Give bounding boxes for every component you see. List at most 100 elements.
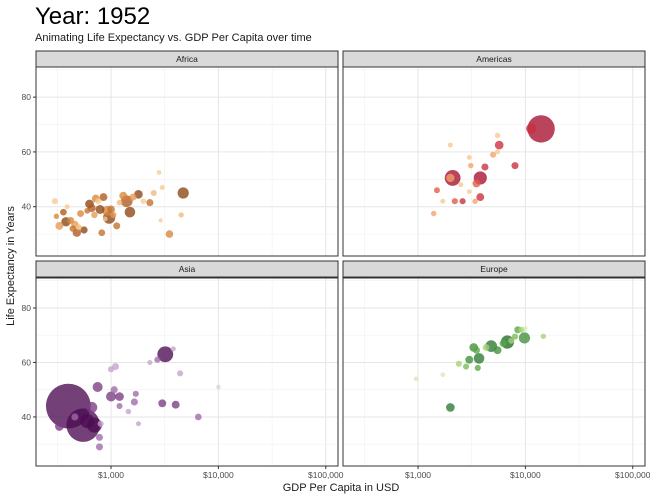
data-point (106, 391, 117, 402)
data-point (511, 333, 519, 340)
data-point (473, 353, 485, 364)
data-point (518, 332, 531, 344)
data-point (472, 346, 480, 354)
data-point (527, 115, 555, 143)
data-point (107, 366, 115, 373)
data-point (156, 170, 162, 175)
data-point (110, 386, 118, 394)
data-point (468, 162, 474, 169)
y-axis-title: Life Expectancy in Years (5, 206, 17, 326)
data-point (99, 193, 108, 202)
panel-background (343, 278, 645, 466)
data-point (107, 205, 115, 214)
panel-border (342, 66, 646, 257)
chart-title: Year: 1952 (35, 3, 150, 30)
data-point (110, 211, 117, 219)
data-point (194, 413, 202, 421)
data-point (518, 326, 525, 333)
y-tick-label: 60 (22, 357, 32, 367)
facet-panels: Africa 40 60 80 Americas Asia 40 60 80 $1,000 $10,… (22, 50, 650, 480)
facet-panel-americas: Americas (342, 50, 646, 257)
data-point (102, 216, 108, 222)
data-point (140, 198, 147, 204)
data-point (75, 224, 82, 231)
data-point (150, 189, 157, 197)
data-point (216, 384, 221, 390)
y-tick-label: 60 (22, 147, 32, 157)
data-point (447, 142, 453, 148)
data-point (125, 408, 132, 415)
panel-border (35, 277, 339, 467)
data-point (440, 372, 446, 378)
facet-strip-label: Africa (176, 54, 198, 64)
facet-panel-asia: Asia 40 60 80 $1,000 $10,000 $100,000 (22, 260, 344, 480)
data-point (466, 154, 472, 160)
x-tick-label: $10,000 (510, 470, 541, 480)
data-point (540, 333, 547, 340)
data-point (526, 123, 537, 134)
panel-border (342, 277, 646, 467)
data-point (157, 346, 174, 363)
data-point (493, 346, 502, 355)
data-point (159, 185, 165, 191)
data-point (440, 198, 446, 204)
facet-strip (35, 260, 339, 278)
data-point (116, 402, 123, 410)
data-point (482, 344, 490, 351)
data-point (130, 398, 138, 406)
x-tick-label: $1,000 (405, 470, 431, 480)
data-point (459, 198, 466, 205)
data-point (95, 204, 105, 214)
data-point (171, 400, 180, 409)
data-point (129, 193, 137, 201)
data-point (170, 346, 176, 352)
y-tick-label: 80 (22, 92, 32, 102)
data-point (495, 149, 501, 155)
data-point (458, 182, 464, 188)
data-point (413, 376, 419, 382)
data-point (476, 193, 485, 202)
data-point (508, 337, 515, 344)
data-point (146, 199, 154, 207)
data-point (60, 208, 67, 216)
x-tick-label: $100,000 (308, 470, 344, 480)
data-point (91, 211, 98, 219)
data-point (165, 230, 174, 238)
data-point (474, 364, 481, 371)
data-point (92, 381, 103, 392)
y-tick-label: 40 (22, 412, 32, 422)
data-point (472, 179, 481, 188)
data-point (465, 355, 474, 364)
data-point (64, 204, 70, 210)
data-point (433, 187, 440, 194)
data-point (69, 225, 76, 232)
data-point (472, 198, 478, 204)
y-tick-label: 80 (22, 303, 32, 313)
data-point (95, 433, 103, 441)
data-point (80, 226, 88, 234)
data-point (95, 198, 102, 205)
data-point (116, 199, 123, 206)
data-point (55, 221, 64, 230)
data-point (67, 216, 75, 224)
panel-background (343, 67, 645, 256)
chart-subtitle: Animating Life Expectancy vs. GDP Per Ca… (35, 32, 312, 44)
facet-strip-label: Asia (179, 264, 196, 274)
data-point (451, 198, 458, 205)
data-point (97, 420, 104, 427)
data-point (523, 326, 528, 331)
data-point (178, 212, 184, 218)
data-point (132, 390, 139, 397)
panel-background (36, 67, 338, 256)
data-point (494, 132, 501, 139)
y-tick-label: 40 (22, 202, 32, 212)
data-point (80, 413, 95, 429)
x-tick-label: $10,000 (203, 470, 234, 480)
data-point (51, 198, 58, 205)
data-point (119, 191, 128, 200)
data-point (154, 356, 161, 363)
data-point (115, 392, 124, 401)
data-point (135, 421, 141, 427)
data-point (511, 162, 519, 170)
data-point (84, 207, 91, 214)
